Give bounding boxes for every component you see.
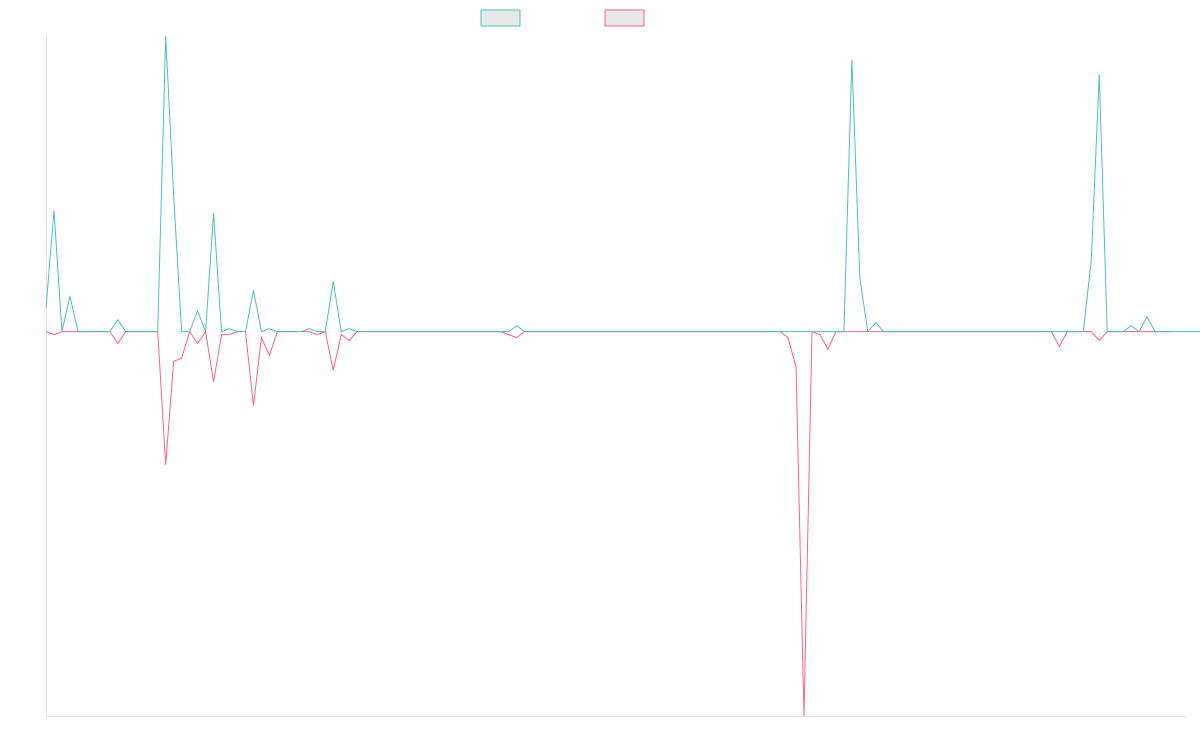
legend-swatch-series-1 [480,9,521,27]
legend-item-series-2[interactable] [604,9,645,27]
series-line-1 [45,35,1200,333]
legend-item-series-1[interactable] [480,9,521,27]
legend [480,9,645,27]
plot-area [45,35,1200,717]
series-layer [45,35,1200,717]
legend-swatch-series-2 [604,9,645,27]
series-line-2 [45,330,1172,717]
